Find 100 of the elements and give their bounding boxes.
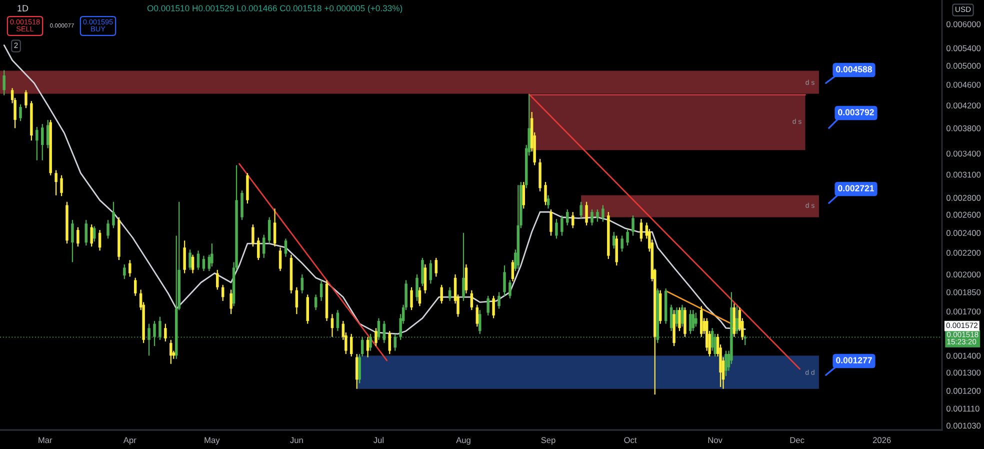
candlestick xyxy=(571,211,574,229)
candlestick xyxy=(123,264,126,280)
candlestick xyxy=(92,226,96,242)
candlestick xyxy=(2,70,6,96)
candlestick xyxy=(284,238,288,258)
y-tick-label: 0.001850 xyxy=(946,289,981,296)
candlestick xyxy=(273,208,276,248)
y-tick-label: 0.005400 xyxy=(946,45,981,52)
candlestick xyxy=(134,277,137,296)
candlestick xyxy=(508,280,512,299)
y-tick-label: 0.003100 xyxy=(946,172,981,178)
candlestick xyxy=(689,310,692,334)
candlestick xyxy=(196,250,200,270)
candlestick xyxy=(632,214,634,236)
candlestick xyxy=(615,235,618,266)
candlestick xyxy=(382,320,386,344)
annotation: 0.001277 xyxy=(836,357,872,364)
x-tick-label: Mar xyxy=(38,437,52,444)
candlestick xyxy=(306,294,309,324)
y-tick-label: 0.002600 xyxy=(946,212,981,218)
candlestick xyxy=(511,259,514,282)
x-tick-label: Jul xyxy=(374,436,384,444)
candlestick xyxy=(678,306,681,332)
candlestick xyxy=(54,170,58,196)
candlestick xyxy=(278,246,282,272)
x-tick-label: Oct xyxy=(624,437,637,444)
candlestick xyxy=(183,240,186,274)
candlestick xyxy=(148,323,150,356)
candlestick xyxy=(416,274,418,302)
candlestick xyxy=(670,304,673,332)
candlestick xyxy=(164,323,167,342)
y-tick-label: 0.003400 xyxy=(946,150,981,157)
candlestick xyxy=(626,228,629,246)
candlestick xyxy=(71,219,74,263)
candlestick xyxy=(462,232,465,302)
candlestick xyxy=(252,224,254,248)
candlestick xyxy=(476,304,479,328)
candlestick xyxy=(153,320,156,347)
candlestick xyxy=(503,264,506,296)
candlestick xyxy=(98,229,102,252)
x-tick-label: Jun xyxy=(290,437,303,444)
x-tick-label: May xyxy=(204,437,220,445)
candlestick xyxy=(700,306,703,338)
candlestick xyxy=(336,310,340,332)
candlestick xyxy=(418,286,422,307)
candlestick xyxy=(76,226,80,248)
x-tick-label: Nov xyxy=(708,437,722,444)
candlestick xyxy=(330,314,334,338)
candlestick xyxy=(210,242,214,268)
candlestick xyxy=(36,126,38,161)
candlestick xyxy=(360,336,364,357)
candlestick xyxy=(300,274,304,294)
y-tick-label: 0.001030 xyxy=(946,422,981,429)
candlestick xyxy=(230,289,232,315)
candlestick xyxy=(560,214,564,236)
x-tick-label: 2026 xyxy=(872,437,891,444)
candlestick xyxy=(377,318,380,340)
candlestick xyxy=(128,259,132,278)
candlestick xyxy=(106,219,110,240)
x-tick-label: Sep xyxy=(541,437,556,445)
candlestick xyxy=(19,104,22,122)
candlestick xyxy=(170,339,172,364)
y-tick-label: 0.002400 xyxy=(946,230,981,236)
candlestick xyxy=(522,181,526,210)
candlestick xyxy=(694,312,698,328)
candlestick xyxy=(612,231,616,250)
candlestick xyxy=(550,208,552,236)
candlestick xyxy=(112,201,115,229)
candlestick xyxy=(566,208,569,226)
annotation: 0.004588 xyxy=(836,66,872,72)
candlestick xyxy=(580,201,582,219)
candlestick xyxy=(46,119,50,149)
candlestick xyxy=(492,295,495,319)
candlestick xyxy=(596,208,599,222)
candlestick xyxy=(388,330,392,355)
annotation: 0.002721 xyxy=(838,185,874,192)
candlestick xyxy=(478,310,482,334)
candlestick xyxy=(434,257,438,278)
candlestick xyxy=(350,333,353,357)
candlestick xyxy=(602,204,604,222)
candlestick xyxy=(498,292,500,310)
y-tick-label: 0.003800 xyxy=(946,125,981,132)
candlestick xyxy=(314,294,318,311)
candlestick xyxy=(590,208,594,226)
candlestick xyxy=(90,224,93,248)
candlestick xyxy=(24,90,28,109)
chart-title: 1D xyxy=(18,5,28,12)
candlestick xyxy=(470,290,474,311)
candlestick xyxy=(448,286,452,302)
candlestick xyxy=(84,219,88,246)
candlestick xyxy=(544,181,547,206)
y-tick-label: 0.001400 xyxy=(946,352,981,359)
candlestick xyxy=(262,234,266,258)
candlestick xyxy=(620,235,624,252)
annotation: 0.003792 xyxy=(838,109,874,116)
y-tick-label: 0.002000 xyxy=(946,272,981,278)
candlestick xyxy=(369,333,372,352)
x-tick-label: Apr xyxy=(123,437,136,445)
y-tick-label: 0.004200 xyxy=(946,102,981,108)
candlestick xyxy=(188,249,192,270)
